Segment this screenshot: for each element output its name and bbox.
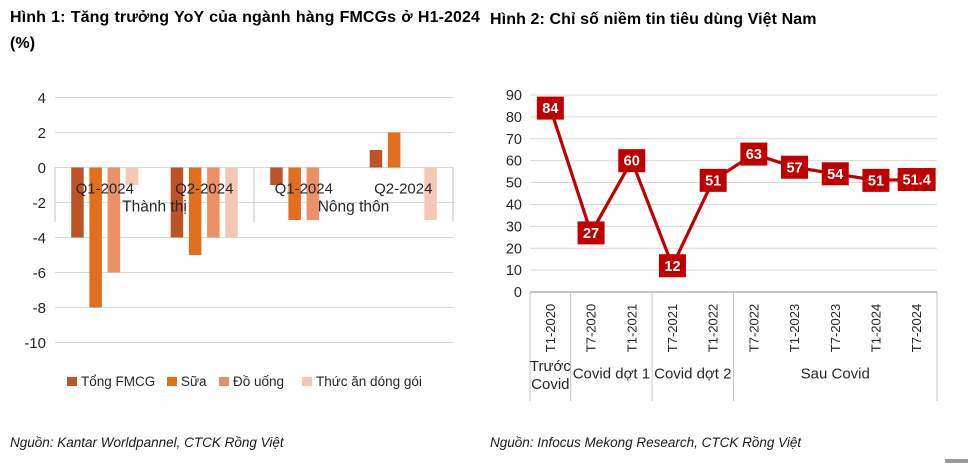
y-axis-tick-label: 60 <box>506 154 522 170</box>
bar-2-2 <box>188 167 202 255</box>
x-axis-tick-label: T1-2022 <box>706 304 721 352</box>
x-axis-tick-label: T7-2024 <box>909 304 924 352</box>
x-category-label: Q2-2024 <box>374 180 432 197</box>
bar-4-4 <box>424 167 437 220</box>
x-axis-tick-label: T7-2023 <box>828 304 843 352</box>
x-axis-tick-label: T7-2020 <box>584 304 599 352</box>
x-axis-tick-label: T7-2022 <box>746 304 761 352</box>
data-label-box <box>897 167 936 191</box>
data-label-box <box>536 96 564 120</box>
bar-2-1 <box>89 167 102 308</box>
data-line <box>548 107 917 270</box>
y-axis-tick-label: 0 <box>38 160 46 177</box>
y-axis-tick-label: 70 <box>506 132 522 148</box>
x-group-label: Covid dợt 2 <box>654 365 731 382</box>
legend-label: Tổng FMCG <box>81 374 155 389</box>
y-axis-tick-label: -8 <box>33 300 46 317</box>
data-label-box <box>577 221 605 245</box>
figure-2-title: Hình 2: Chỉ số niềm tin tiêu dùng Việt N… <box>490 11 817 28</box>
y-axis-tick-label: -10 <box>24 335 46 352</box>
data-label: 84 <box>542 101 558 117</box>
y-axis-tick-label: 2 <box>38 125 46 142</box>
bar-1-1 <box>71 167 84 238</box>
legend-label: Đồ uống <box>233 374 284 389</box>
bar-3-1 <box>107 167 121 273</box>
x-group-label: Sau Covid <box>801 365 870 382</box>
bar-1-3 <box>270 167 283 185</box>
x-axis-tick-label: T1-2020 <box>543 304 558 352</box>
legend-swatch <box>167 377 177 386</box>
y-axis-tick-label: 40 <box>506 198 522 214</box>
data-label-box <box>740 142 768 166</box>
bottom-right-mark <box>945 459 968 463</box>
bar-1-2 <box>170 167 184 238</box>
y-axis-tick-label: 50 <box>506 176 522 192</box>
consumer-confidence-line-chart: 90 80 70 60 50 40 30 20 10 0 84 27 60 12 51 63 57 54 51 51.… <box>506 88 938 401</box>
x-group-label: Nông thôn <box>318 198 390 215</box>
y-axis-tick-label: 4 <box>38 90 46 107</box>
data-label-box <box>658 254 686 278</box>
data-label: 51 <box>705 173 721 189</box>
x-category-label: Q1-2024 <box>275 180 333 197</box>
x-axis-tick-label: T7-2021 <box>665 304 680 352</box>
data-label: 60 <box>624 154 640 170</box>
figure-1-title: Hình 1: Tăng trưởng YoY của ngành hàng F… <box>10 9 480 52</box>
bar-4-2 <box>225 167 238 238</box>
data-label-box <box>781 155 809 179</box>
figure-1-source: Nguồn: Kantar Worldpannel, CTCK Rồng Việ… <box>10 435 284 450</box>
y-axis-tick-label: -2 <box>33 195 46 212</box>
data-label-box <box>618 149 646 173</box>
data-label-box <box>862 168 890 192</box>
bar-1-4 <box>369 150 383 168</box>
bar-4-1 <box>125 167 139 185</box>
legend-label: Sữa <box>181 374 207 389</box>
y-axis-tick-label: -6 <box>33 265 46 282</box>
y-axis-tick-label: -4 <box>33 230 46 247</box>
x-group-label: Trước Covid <box>530 358 571 393</box>
bar-3-3 <box>306 167 320 220</box>
x-axis-tick-label: T1-2021 <box>624 304 639 352</box>
y-axis-tick-label: 30 <box>506 219 522 235</box>
x-axis-tick-label: T1-2024 <box>869 304 884 352</box>
x-axis-tick-label: T1-2023 <box>787 304 802 352</box>
y-axis-tick-label: 0 <box>514 285 522 301</box>
fmcg-bar-chart: 4 2 0 -2 -4 -6 -8 -10 Q1-2024 Q2-2024 Q1-2024 Q2-20… <box>24 90 454 389</box>
legend-swatch <box>302 377 312 386</box>
y-axis-tick-label: 10 <box>506 263 522 279</box>
data-label: 57 <box>786 160 802 176</box>
data-label: 12 <box>664 259 680 275</box>
data-label-box <box>821 162 849 186</box>
figure-2-source: Nguồn: Infocus Mekong Research, CTCK Rồn… <box>490 435 802 450</box>
x-group-label: Covid dợt 1 <box>573 365 650 382</box>
legend-swatch <box>219 377 229 386</box>
data-label: 63 <box>746 147 762 163</box>
legend-label: Thức ăn dóng gói <box>316 374 422 389</box>
bar-2-3 <box>288 167 301 220</box>
x-category-label: Q2-2024 <box>175 180 233 197</box>
x-category-label: Q1-2024 <box>76 180 134 197</box>
data-label: 51.4 <box>903 173 931 189</box>
y-axis-tick-label: 90 <box>506 88 522 104</box>
bar-3-2 <box>207 167 220 238</box>
y-axis-tick-label: 20 <box>506 241 522 257</box>
x-group-label: Thành thị <box>122 198 187 215</box>
legend-swatch <box>67 377 77 386</box>
bar-2-4 <box>387 132 401 168</box>
data-label-box <box>699 168 727 192</box>
data-label: 51 <box>868 173 884 189</box>
data-label: 27 <box>583 226 599 242</box>
data-label: 54 <box>827 167 843 183</box>
y-axis-tick-label: 80 <box>506 110 522 126</box>
